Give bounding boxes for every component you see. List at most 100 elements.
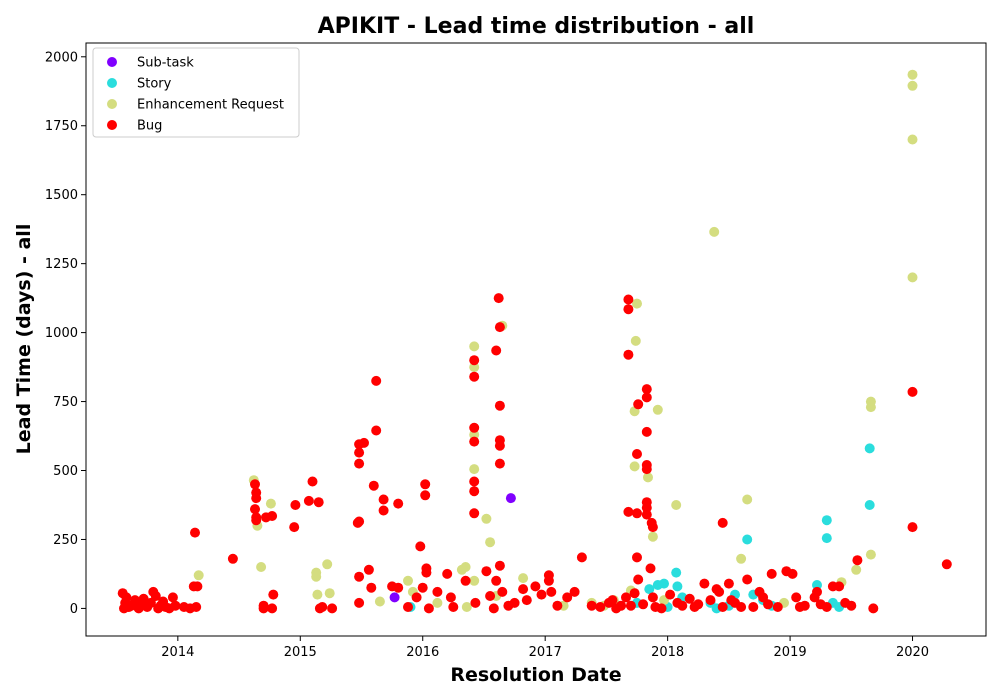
point-bug bbox=[907, 386, 918, 397]
legend: Sub-task Story Enhancement Request Bug bbox=[92, 47, 300, 138]
y-tick-label: 1750 bbox=[45, 119, 78, 134]
point-bug bbox=[432, 586, 443, 597]
point-bug bbox=[758, 592, 769, 603]
point-bug bbox=[145, 597, 156, 608]
point-bug bbox=[521, 595, 532, 606]
legend-marker-bug bbox=[107, 120, 117, 130]
point-bug bbox=[552, 600, 563, 611]
point-bug bbox=[445, 592, 456, 603]
point-bug bbox=[632, 552, 642, 563]
point-bug bbox=[307, 476, 318, 487]
point-bug bbox=[354, 447, 365, 458]
point-bug bbox=[191, 602, 202, 612]
point-bug bbox=[415, 541, 426, 552]
point-bug bbox=[251, 515, 262, 526]
point-bug bbox=[366, 582, 377, 593]
point-bug bbox=[460, 575, 471, 586]
point-sub-task bbox=[505, 493, 516, 504]
point-bug bbox=[645, 563, 656, 574]
point-enhancement-request bbox=[907, 80, 918, 91]
point-bug bbox=[509, 597, 520, 608]
point-bug bbox=[632, 449, 642, 459]
point-enhancement-request bbox=[907, 134, 918, 145]
point-bug bbox=[717, 517, 728, 528]
legend-marker-sub-task bbox=[107, 57, 117, 67]
point-enhancement-request bbox=[851, 564, 862, 575]
legend-label-story: Story bbox=[137, 77, 172, 92]
point-bug bbox=[846, 600, 857, 611]
point-bug bbox=[518, 584, 529, 595]
point-bug bbox=[485, 591, 496, 601]
point-enhancement-request bbox=[518, 573, 529, 584]
point-bug bbox=[417, 582, 428, 593]
point-bug bbox=[641, 384, 652, 395]
point-bug bbox=[497, 586, 508, 597]
point-bug bbox=[494, 322, 505, 333]
point-enhancement-request bbox=[652, 404, 663, 415]
point-bug bbox=[748, 602, 759, 612]
point-bug bbox=[641, 392, 652, 403]
y-tick-label: 500 bbox=[53, 464, 78, 479]
series-bug bbox=[117, 293, 952, 614]
point-bug bbox=[623, 304, 634, 315]
legend-label-sub-task: Sub-task bbox=[137, 56, 194, 71]
point-enhancement-request bbox=[709, 226, 720, 237]
point-bug bbox=[354, 516, 365, 527]
point-enhancement-request bbox=[193, 570, 204, 581]
point-bug bbox=[411, 592, 422, 603]
point-bug bbox=[313, 497, 324, 508]
point-bug bbox=[621, 592, 631, 603]
point-bug bbox=[267, 511, 278, 521]
point-bug bbox=[354, 571, 365, 582]
point-enhancement-request bbox=[256, 562, 267, 572]
point-enhancement-request bbox=[742, 494, 753, 505]
point-story bbox=[864, 443, 875, 454]
point-bug bbox=[633, 574, 644, 585]
y-tick-label: 1250 bbox=[45, 257, 78, 272]
point-bug bbox=[595, 602, 606, 612]
point-bug bbox=[170, 600, 181, 611]
point-enhancement-request bbox=[865, 402, 876, 413]
point-bug bbox=[852, 555, 863, 566]
point-story bbox=[672, 581, 683, 592]
point-bug bbox=[625, 600, 636, 611]
point-enhancement-request bbox=[469, 575, 480, 586]
point-bug bbox=[536, 589, 547, 600]
point-bug bbox=[699, 578, 710, 589]
point-enhancement-request bbox=[374, 596, 385, 607]
y-tick-label: 1500 bbox=[45, 188, 78, 203]
legend-label-enhancement-request: Enhancement Request bbox=[137, 98, 284, 113]
point-bug bbox=[799, 600, 810, 611]
x-tick-label: 2020 bbox=[896, 645, 929, 660]
point-bug bbox=[616, 600, 627, 611]
point-bug bbox=[469, 371, 480, 382]
point-enhancement-request bbox=[469, 341, 480, 352]
y-axis-label: Lead Time (days) - all bbox=[13, 224, 35, 455]
point-bug bbox=[317, 602, 328, 612]
y-tick-label: 750 bbox=[53, 395, 78, 410]
point-enhancement-request bbox=[469, 429, 480, 440]
point-bug bbox=[469, 436, 480, 447]
chart-title: APIKIT - Lead time distribution - all bbox=[318, 14, 755, 39]
point-bug bbox=[442, 568, 453, 579]
point-bug bbox=[421, 567, 432, 578]
point-enhancement-request bbox=[647, 531, 658, 542]
point-enhancement-request bbox=[671, 500, 682, 510]
point-bug bbox=[723, 578, 734, 589]
point-enhancement-request bbox=[485, 537, 496, 548]
x-axis: 2014 2015 2016 2017 2018 2019 2020 bbox=[161, 636, 929, 660]
point-bug bbox=[641, 509, 652, 520]
point-sub-task bbox=[389, 592, 400, 603]
point-bug bbox=[403, 602, 413, 612]
point-bug bbox=[494, 560, 505, 571]
point-story bbox=[864, 500, 875, 510]
point-enhancement-request bbox=[460, 562, 471, 572]
point-bug bbox=[641, 502, 652, 513]
point-bug bbox=[812, 586, 822, 597]
point-bug bbox=[705, 595, 716, 606]
point-bug bbox=[258, 600, 269, 611]
point-bug bbox=[638, 599, 649, 610]
point-bug bbox=[607, 595, 618, 606]
x-tick-label: 2014 bbox=[161, 645, 194, 660]
point-bug bbox=[488, 603, 499, 614]
